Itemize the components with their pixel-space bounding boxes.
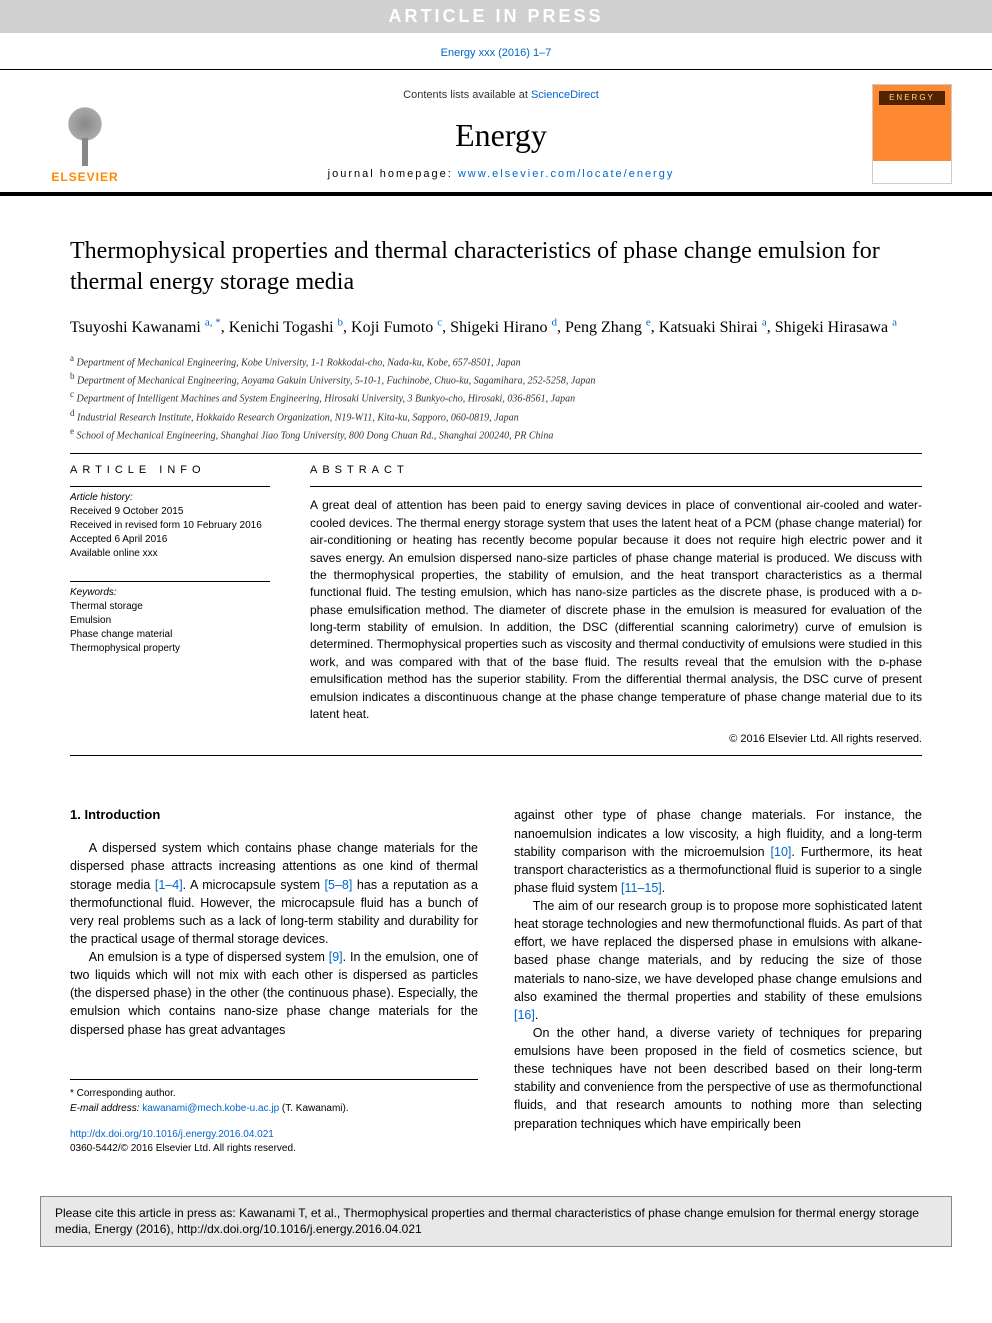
author-affil-mark: a [762,316,767,328]
affiliation-line: e School of Mechanical Engineering, Shan… [70,425,922,443]
author-name: Tsuyoshi Kawanami a, * [70,319,221,336]
accepted-date: Accepted 6 April 2016 [70,533,270,547]
text-run: . [535,1008,538,1022]
ref-link[interactable]: [1–4] [155,878,183,892]
top-citation: Energy xxx (2016) 1–7 [0,33,992,69]
homepage-prefix: journal homepage: [328,168,458,180]
corresponding-email-line: E-mail address: kawanami@mech.kobe-u.ac.… [70,1101,478,1116]
body-right-column: against other type of phase change mater… [514,806,922,1155]
author-name: Katsuaki Shirai a [659,319,767,336]
keywords-label: Keywords: [70,586,270,600]
body-paragraph: A dispersed system which contains phase … [70,839,478,948]
body-two-column: 1. Introduction A dispersed system which… [70,806,922,1155]
author-affil-mark: a, * [205,316,221,328]
keyword-item: Thermal storage [70,600,270,614]
author-affil-mark: c [437,316,442,328]
divider [70,755,922,756]
elsevier-tree-icon [50,96,120,166]
article-content: Thermophysical properties and thermal ch… [0,196,992,1176]
publisher-name: ELSEVIER [51,170,118,184]
affiliation-line: c Department of Intelligent Machines and… [70,388,922,406]
text-run: . A microcapsule system [183,878,325,892]
section-1-heading: 1. Introduction [70,806,478,825]
abstract-heading: ABSTRACT [310,464,922,476]
journal-homepage: journal homepage: www.elsevier.com/locat… [130,168,872,180]
keywords-list: Thermal storageEmulsionPhase change mate… [70,600,270,656]
history-label: Article history: [70,491,270,505]
author-affil-mark: a [892,316,897,328]
header-center: Contents lists available at ScienceDirec… [130,89,872,180]
corresponding-author-footer: * Corresponding author. E-mail address: … [70,1079,478,1116]
keyword-item: Phase change material [70,628,270,642]
body-paragraph: An emulsion is a type of dispersed syste… [70,948,478,1039]
abstract-copyright: © 2016 Elsevier Ltd. All rights reserved… [310,733,922,745]
homepage-link[interactable]: www.elsevier.com/locate/energy [458,168,675,180]
ref-link[interactable]: [5–8] [325,878,353,892]
body-paragraph: On the other hand, a diverse variety of … [514,1024,922,1133]
corresponding-star: * Corresponding author. [70,1086,478,1101]
article-info-heading: ARTICLE INFO [70,464,270,476]
contents-available: Contents lists available at ScienceDirec… [130,89,872,101]
sciencedirect-link[interactable]: ScienceDirect [531,89,599,101]
article-info-column: ARTICLE INFO Article history: Received 9… [70,464,270,745]
issn-copyright: 0360-5442/© 2016 Elsevier Ltd. All right… [70,1143,296,1154]
author-name: Shigeki Hirano d [450,319,557,336]
abstract-text: A great deal of attention has been paid … [310,497,922,723]
author-name: Koji Fumoto c [351,319,442,336]
author-affil-mark: d [552,316,558,328]
body-paragraph: against other type of phase change mater… [514,806,922,897]
section-title: Introduction [84,807,160,822]
divider [70,453,922,454]
article-title: Thermophysical properties and thermal ch… [70,236,922,298]
revised-date: Received in revised form 10 February 201… [70,519,270,533]
email-suffix: (T. Kawanami). [279,1103,348,1114]
keywords-block: Keywords: Thermal storageEmulsionPhase c… [70,581,270,656]
author-affil-mark: e [646,316,651,328]
ref-link[interactable]: [9] [329,950,343,964]
author-name: Shigeki Hirasawa a [775,319,897,336]
journal-cover-thumbnail: ENERGY [872,84,952,184]
keyword-item: Thermophysical property [70,642,270,656]
section-number: 1. [70,807,81,822]
text-run: On the other hand, a diverse variety of … [514,1026,922,1131]
cover-title: ENERGY [879,91,945,105]
email-link[interactable]: kawanami@mech.kobe-u.ac.jp [142,1103,279,1114]
affiliations-list: a Department of Mechanical Engineering, … [70,352,922,444]
journal-header: ELSEVIER Contents lists available at Sci… [0,69,992,196]
ref-link[interactable]: [10] [771,845,792,859]
abstract-column: ABSTRACT A great deal of attention has b… [310,464,922,745]
info-abstract-row: ARTICLE INFO Article history: Received 9… [70,464,922,745]
ref-link[interactable]: [11–15] [621,881,662,895]
doi-block: http://dx.doi.org/10.1016/j.energy.2016.… [70,1128,478,1156]
journal-name: Energy [130,117,872,154]
article-history: Article history: Received 9 October 2015… [70,486,270,561]
cover-footer [873,161,951,183]
author-name: Kenichi Togashi b [229,319,343,336]
affiliation-line: b Department of Mechanical Engineering, … [70,370,922,388]
author-list: Tsuyoshi Kawanami a, *, Kenichi Togashi … [70,314,922,339]
body-paragraph: The aim of our research group is to prop… [514,897,922,1024]
text-run: An emulsion is a type of dispersed syste… [89,950,329,964]
affiliation-line: a Department of Mechanical Engineering, … [70,352,922,370]
email-label: E-mail address: [70,1103,142,1114]
author-name: Peng Zhang e [565,319,651,336]
text-run: The aim of our research group is to prop… [514,899,922,1004]
text-run: . [662,881,665,895]
elsevier-logo: ELSEVIER [40,84,130,184]
keyword-item: Emulsion [70,614,270,628]
article-in-press-banner: ARTICLE IN PRESS [0,0,992,33]
affiliation-line: d Industrial Research Institute, Hokkaid… [70,407,922,425]
author-affil-mark: b [338,316,344,328]
online-date: Available online xxx [70,547,270,561]
please-cite-box: Please cite this article in press as: Ka… [40,1196,952,1248]
received-date: Received 9 October 2015 [70,505,270,519]
ref-link[interactable]: [16] [514,1008,535,1022]
body-left-column: 1. Introduction A dispersed system which… [70,806,478,1155]
contents-prefix: Contents lists available at [403,89,531,101]
doi-link[interactable]: http://dx.doi.org/10.1016/j.energy.2016.… [70,1129,274,1140]
